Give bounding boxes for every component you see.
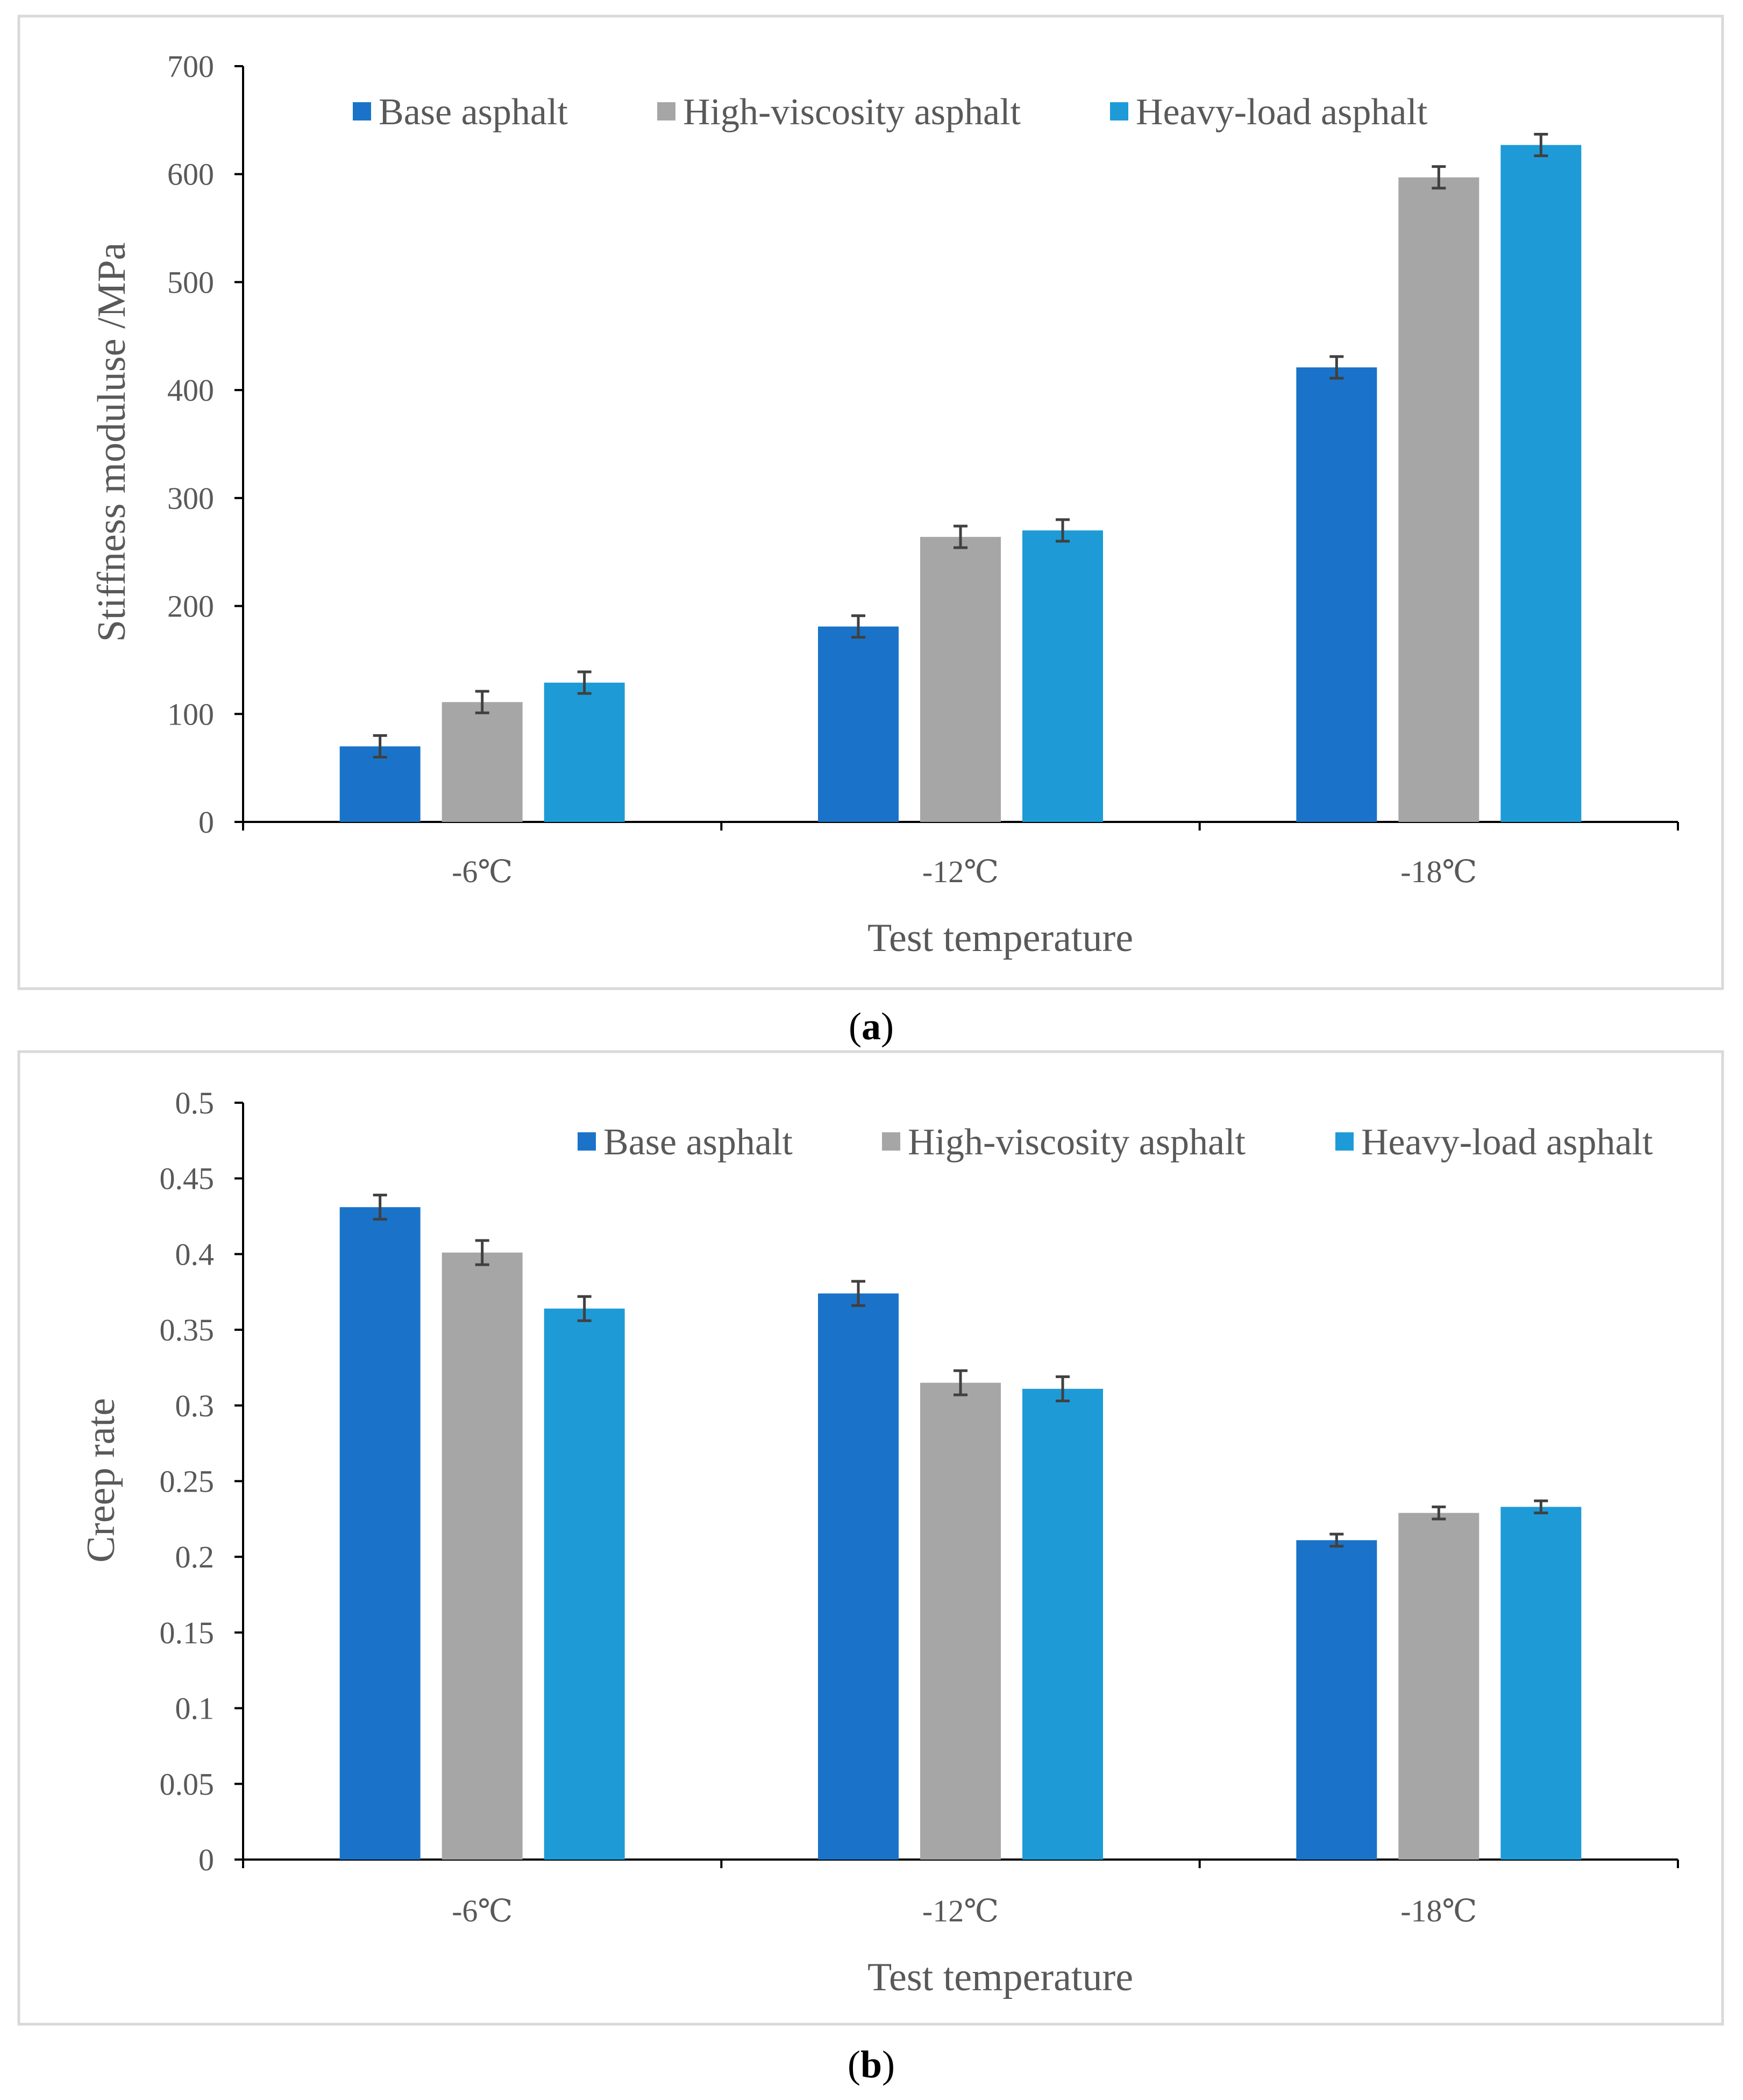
panel-b-y-tick-label: 0.25: [160, 1464, 215, 1499]
panel-b-bar: [1022, 1388, 1103, 1860]
panel-a-bar: [1500, 145, 1582, 822]
panel-b-error-bar: [851, 1280, 865, 1307]
panel-b-bar: [1398, 1513, 1479, 1860]
panel-b-legend-label: Base asphalt: [603, 1122, 793, 1163]
panel-b-bar: [1296, 1540, 1377, 1860]
panel-b-x-tick-label: -6℃: [452, 1893, 513, 1928]
panel-a-error-bar: [577, 670, 592, 695]
panel-a-label: (a): [849, 1005, 894, 1048]
panel-a-legend-swatch: [1110, 102, 1128, 120]
panel-a-bar: [1022, 530, 1103, 822]
panel-a-x-axis-title: Test temperature: [867, 916, 1133, 960]
panel-a-y-axis-title: Stiffness moduluse /MPa: [90, 243, 134, 642]
panel-b-error-bar: [1329, 1533, 1344, 1548]
panel-a-stiffness-chart: 0 100 200 300 400 500 600 700 -6℃ -12℃ -18℃ Base as…: [17, 15, 1724, 990]
panel-a-y-tick-label: 400: [167, 373, 214, 408]
panel-a-error-bar: [851, 614, 865, 639]
panel-b-creep-rate-chart: 0 0.05 0.1 0.15 0.2 0.25 0.3 0.35 0.4 0.45 0.5 -6℃ -…: [17, 1050, 1724, 2026]
panel-b-y-tick-label: 0: [198, 1842, 214, 1877]
panel-a-bar: [544, 683, 625, 822]
panel-a-legend-label: Heavy-load asphalt: [1136, 91, 1428, 133]
panel-b-bar: [442, 1252, 523, 1860]
panel-b-bar: [920, 1382, 1001, 1860]
panel-b-y-tick-label: 0.1: [175, 1691, 215, 1726]
panel-a-bar: [818, 626, 899, 822]
panel-a-bar: [1398, 177, 1479, 822]
panel-b-y-tick-label: 0.15: [160, 1615, 215, 1650]
panel-b-error-bar: [1432, 1505, 1446, 1521]
panel-a-y-tick-label: 600: [167, 157, 214, 192]
panel-b-bar: [818, 1293, 899, 1860]
panel-b-x-tick-label: -12℃: [922, 1893, 999, 1928]
panel-a-x-tick-label: -12℃: [922, 854, 999, 889]
panel-a-bar: [339, 746, 421, 822]
panel-a-error-bar: [1432, 165, 1446, 190]
panel-b-error-bar: [577, 1295, 592, 1322]
panel-b-y-axis-title: Creep rate: [79, 1398, 123, 1563]
panel-a-legend-label: High-viscosity asphalt: [683, 91, 1021, 133]
panel-a-error-bar: [1329, 355, 1344, 380]
panel-b-error-bar: [954, 1369, 967, 1396]
panel-a-y-tick-label: 100: [167, 697, 214, 732]
panel-b-x-axis-title: Test temperature: [867, 1955, 1133, 1999]
panel-a-bar: [1296, 367, 1377, 822]
panel-a-legend-label: Base asphalt: [379, 91, 568, 133]
panel-b-bar: [1500, 1507, 1582, 1860]
panel-a-error-bar: [475, 690, 489, 714]
panel-b-error-bar: [373, 1194, 387, 1221]
panel-b-legend: Base asphalt High-viscosity asphalt Heavy-…: [578, 1122, 1653, 1163]
panel-a-x-tick-label: -18℃: [1400, 854, 1477, 889]
panel-b-y-tick-label: 0.4: [175, 1237, 215, 1272]
panel-b-y-tick-label: 0.5: [175, 1086, 215, 1120]
panel-a-x-tick-label: -6℃: [452, 854, 513, 889]
panel-b-error-bar: [1534, 1499, 1548, 1515]
panel-b-legend-swatch: [1335, 1132, 1354, 1151]
panel-b-legend-swatch: [578, 1132, 596, 1151]
panel-a-plot-area: 0 100 200 300 400 500 600 700 -6℃ -12℃ -18℃ Base as…: [167, 49, 1679, 889]
panel-b-legend-label: High-viscosity asphalt: [908, 1122, 1246, 1163]
panel-a-y-tick-label: 0: [198, 805, 214, 840]
panel-a-legend-swatch: [353, 102, 371, 120]
panel-b-y-tick-label: 0.35: [160, 1312, 215, 1347]
panel-a-y-tick-label: 200: [167, 589, 214, 624]
panel-b-legend-swatch: [882, 1132, 900, 1151]
panel-a-error-bar: [373, 734, 387, 759]
panel-b-legend-label: Heavy-load asphalt: [1361, 1122, 1653, 1163]
panel-b-error-bar: [475, 1239, 489, 1266]
panel-a-bar: [442, 702, 523, 822]
panel-b-y-tick-label: 0.2: [175, 1539, 215, 1574]
panel-a-error-bar: [1056, 518, 1070, 543]
panel-b-label: (b): [848, 2043, 895, 2086]
panel-a-y-tick-label: 300: [167, 481, 214, 516]
panel-b-bar: [339, 1207, 421, 1860]
panel-a-legend: Base asphalt High-viscosity asphalt Heavy-…: [353, 91, 1428, 133]
panel-a-y-tick-label: 500: [167, 265, 214, 300]
panel-b-y-tick-label: 0.3: [175, 1388, 215, 1423]
panel-b-error-bar: [1056, 1375, 1070, 1402]
panel-b-y-tick-label: 0.05: [160, 1766, 215, 1801]
panel-a-error-bar: [954, 524, 967, 549]
panel-a-legend-swatch: [657, 102, 675, 120]
panel-b-y-tick-label: 0.45: [160, 1161, 215, 1196]
panel-b-bar: [544, 1308, 625, 1860]
panel-a-bar: [920, 537, 1001, 822]
panel-a-error-bar: [1534, 132, 1548, 158]
panel-b-x-tick-label: -18℃: [1400, 1893, 1477, 1928]
panel-b-plot-area: 0 0.05 0.1 0.15 0.2 0.25 0.3 0.35 0.4 0.45 0.5 -6℃ -…: [160, 1086, 1679, 1928]
panel-a-y-tick-label: 700: [167, 49, 214, 84]
